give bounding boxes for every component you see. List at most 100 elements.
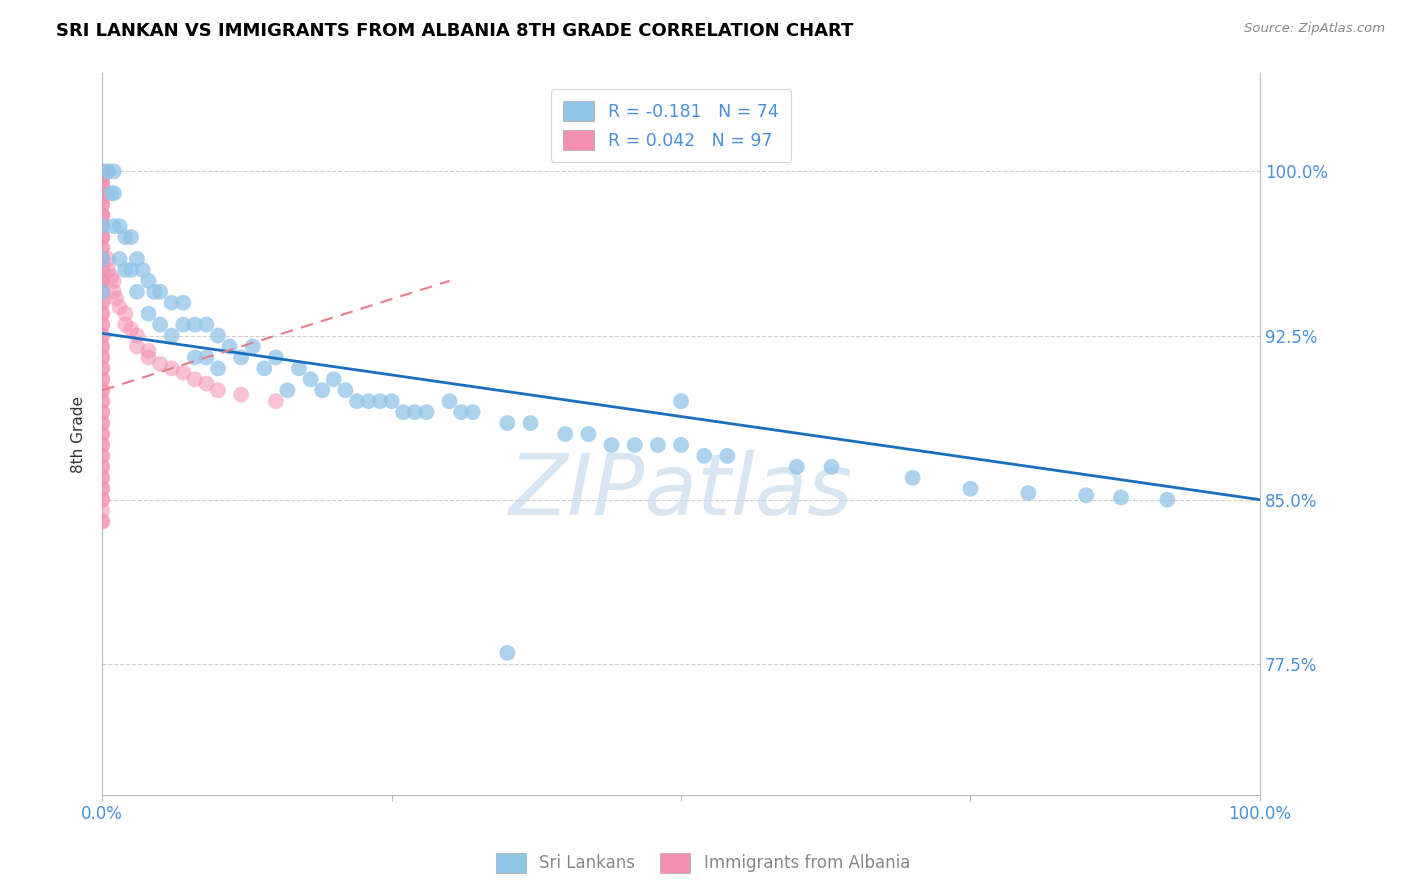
Point bbox=[311, 384, 333, 398]
Point bbox=[120, 230, 142, 244]
Text: SRI LANKAN VS IMMIGRANTS FROM ALBANIA 8TH GRADE CORRELATION CHART: SRI LANKAN VS IMMIGRANTS FROM ALBANIA 8T… bbox=[56, 22, 853, 40]
Point bbox=[91, 328, 114, 343]
Text: Source: ZipAtlas.com: Source: ZipAtlas.com bbox=[1244, 22, 1385, 36]
Point bbox=[91, 285, 114, 299]
Point bbox=[108, 300, 131, 314]
Point bbox=[91, 438, 114, 452]
Point bbox=[959, 482, 981, 496]
Point bbox=[143, 285, 166, 299]
Point bbox=[172, 366, 194, 380]
Point bbox=[91, 339, 114, 353]
Point bbox=[125, 252, 148, 266]
Point bbox=[578, 427, 600, 442]
Point bbox=[91, 197, 114, 211]
Legend: R = -0.181   N = 74, R = 0.042   N = 97: R = -0.181 N = 74, R = 0.042 N = 97 bbox=[551, 89, 792, 162]
Point bbox=[91, 459, 114, 474]
Point bbox=[91, 252, 114, 266]
Point bbox=[91, 307, 114, 321]
Point bbox=[91, 263, 114, 277]
Point bbox=[91, 482, 114, 496]
Point bbox=[91, 241, 114, 255]
Point bbox=[519, 416, 541, 430]
Point bbox=[91, 384, 114, 398]
Point bbox=[404, 405, 426, 419]
Point bbox=[91, 405, 114, 419]
Point bbox=[91, 515, 114, 529]
Point bbox=[195, 318, 218, 332]
Point bbox=[600, 438, 623, 452]
Point bbox=[91, 208, 114, 222]
Point bbox=[91, 339, 114, 353]
Point bbox=[439, 394, 461, 409]
Point bbox=[242, 339, 264, 353]
Y-axis label: 8th Grade: 8th Grade bbox=[72, 395, 86, 473]
Point bbox=[138, 351, 160, 365]
Point bbox=[669, 394, 692, 409]
Point bbox=[132, 263, 155, 277]
Point bbox=[91, 274, 114, 288]
Point bbox=[114, 263, 136, 277]
Point bbox=[496, 416, 519, 430]
Point bbox=[91, 274, 114, 288]
Point bbox=[91, 405, 114, 419]
Point bbox=[381, 394, 404, 409]
Point bbox=[91, 285, 114, 299]
Point bbox=[91, 427, 114, 442]
Point bbox=[91, 351, 114, 365]
Point bbox=[901, 471, 924, 485]
Point bbox=[91, 186, 114, 201]
Point bbox=[496, 646, 519, 660]
Point bbox=[91, 372, 114, 386]
Point bbox=[91, 219, 114, 234]
Point bbox=[103, 186, 125, 201]
Point bbox=[91, 416, 114, 430]
Point bbox=[91, 219, 114, 234]
Point bbox=[91, 503, 114, 517]
Point bbox=[91, 307, 114, 321]
Point bbox=[91, 252, 114, 266]
Point bbox=[91, 384, 114, 398]
Point bbox=[91, 219, 114, 234]
Point bbox=[97, 164, 120, 178]
Point bbox=[91, 230, 114, 244]
Point bbox=[1076, 488, 1098, 502]
Point bbox=[91, 295, 114, 310]
Point bbox=[91, 295, 114, 310]
Point bbox=[91, 169, 114, 183]
Point bbox=[647, 438, 669, 452]
Point bbox=[149, 318, 172, 332]
Point bbox=[184, 372, 207, 386]
Point bbox=[184, 351, 207, 365]
Point bbox=[231, 387, 253, 401]
Point bbox=[125, 339, 148, 353]
Point bbox=[91, 164, 114, 178]
Point bbox=[91, 459, 114, 474]
Point bbox=[91, 175, 114, 189]
Point bbox=[91, 394, 114, 409]
Point bbox=[264, 394, 287, 409]
Point bbox=[218, 339, 240, 353]
Point bbox=[138, 274, 160, 288]
Point bbox=[1017, 486, 1039, 500]
Point bbox=[97, 263, 120, 277]
Point bbox=[91, 169, 114, 183]
Point bbox=[184, 318, 207, 332]
Point bbox=[207, 361, 229, 376]
Point bbox=[91, 427, 114, 442]
Point bbox=[91, 416, 114, 430]
Point bbox=[160, 361, 183, 376]
Text: ZIPatlas: ZIPatlas bbox=[509, 450, 853, 533]
Point bbox=[97, 252, 120, 266]
Point bbox=[120, 322, 142, 336]
Point bbox=[100, 269, 122, 284]
Point bbox=[114, 318, 136, 332]
Point bbox=[716, 449, 738, 463]
Point bbox=[693, 449, 716, 463]
Point bbox=[91, 449, 114, 463]
Point bbox=[91, 252, 114, 266]
Point bbox=[91, 164, 114, 178]
Point bbox=[253, 361, 276, 376]
Point bbox=[91, 208, 114, 222]
Point bbox=[103, 164, 125, 178]
Point bbox=[120, 263, 142, 277]
